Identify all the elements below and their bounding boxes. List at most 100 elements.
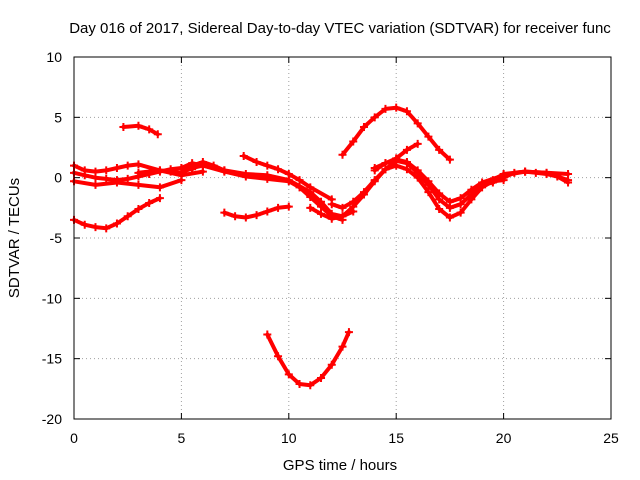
tick-layer: 0 5 10 15 20 25 -20 -15 -10 -5 0 5 10 — [42, 49, 619, 446]
series-pass-08 — [177, 159, 347, 224]
data-point — [102, 174, 111, 183]
data-point — [402, 145, 411, 154]
data-point — [134, 205, 143, 214]
data-point — [456, 208, 465, 217]
data-point — [344, 328, 353, 337]
x-tick-label: 5 — [178, 430, 186, 446]
data-point — [134, 160, 143, 169]
data-point — [338, 212, 347, 221]
data-point — [252, 157, 261, 166]
data-point — [542, 170, 551, 179]
data-point — [370, 164, 379, 173]
data-point — [134, 168, 143, 177]
series-pass-13 — [306, 161, 508, 223]
data-point — [392, 103, 401, 112]
data-point — [317, 373, 326, 382]
data-point — [553, 172, 562, 181]
data-point — [145, 125, 154, 134]
data-point — [284, 202, 293, 211]
chart-title: Day 016 of 2017, Sidereal Day-to-day VTE… — [69, 20, 611, 37]
data-point — [370, 113, 379, 122]
data-point — [220, 167, 229, 176]
data-point — [349, 137, 358, 146]
data-point — [445, 155, 454, 164]
data-point — [263, 161, 272, 170]
x-tick-label: 15 — [388, 430, 404, 446]
data-point — [119, 122, 128, 131]
data-point — [521, 167, 530, 176]
data-point — [435, 145, 444, 154]
data-point — [134, 121, 143, 130]
data-point — [112, 164, 121, 173]
data-point — [112, 219, 121, 228]
data-point — [306, 381, 315, 390]
data-point — [338, 203, 347, 212]
data-point — [155, 194, 164, 203]
data-point — [349, 197, 358, 206]
data-point — [327, 214, 336, 223]
data-point — [102, 224, 111, 233]
x-tick-label: 25 — [603, 430, 619, 446]
data-point — [327, 360, 336, 369]
series-line — [121, 123, 160, 137]
data-point — [284, 170, 293, 179]
series-line — [265, 330, 351, 388]
series-layer — [70, 103, 573, 390]
data-point — [531, 168, 540, 177]
series-pass-12 — [338, 103, 454, 164]
data-point — [306, 183, 315, 192]
data-point — [295, 380, 304, 389]
data-point — [274, 165, 283, 174]
data-point — [402, 157, 411, 166]
data-point — [338, 342, 347, 351]
data-point — [317, 209, 326, 218]
data-point — [424, 188, 433, 197]
data-point — [413, 119, 422, 128]
data-point — [435, 189, 444, 198]
data-point — [166, 167, 175, 176]
data-point — [123, 212, 132, 221]
series-pass-05 — [119, 121, 162, 139]
data-point — [91, 180, 100, 189]
data-point — [274, 352, 283, 361]
data-point — [338, 150, 347, 159]
x-axis-label: GPS time / hours — [283, 457, 397, 474]
data-point — [91, 173, 100, 182]
data-point — [80, 220, 89, 229]
data-point — [263, 174, 272, 183]
data-point — [392, 154, 401, 163]
data-point — [155, 183, 164, 192]
series-pass-17 — [478, 167, 573, 189]
data-point — [284, 177, 293, 186]
data-point — [252, 211, 261, 220]
data-point — [112, 178, 121, 187]
data-point — [263, 207, 272, 216]
data-point — [188, 159, 197, 168]
data-point — [80, 171, 89, 180]
data-point — [456, 194, 465, 203]
grid-layer — [74, 57, 611, 419]
data-point — [295, 183, 304, 192]
data-point — [370, 176, 379, 185]
data-point — [153, 130, 162, 139]
data-point — [445, 197, 454, 206]
data-point — [510, 168, 519, 177]
x-tick-label: 20 — [496, 430, 512, 446]
data-point — [381, 159, 390, 168]
data-point — [413, 139, 422, 148]
data-point — [424, 177, 433, 186]
data-point — [445, 213, 454, 222]
data-point — [263, 330, 272, 339]
data-point — [198, 161, 207, 170]
data-point — [177, 164, 186, 173]
data-point — [306, 203, 315, 212]
y-tick-label: -20 — [42, 411, 62, 427]
series-pass-11 — [263, 328, 353, 390]
data-point — [102, 166, 111, 175]
data-point — [284, 370, 293, 379]
x-tick-label: 0 — [70, 430, 78, 446]
data-point — [564, 178, 573, 187]
data-point — [134, 180, 143, 189]
data-point — [155, 166, 164, 175]
